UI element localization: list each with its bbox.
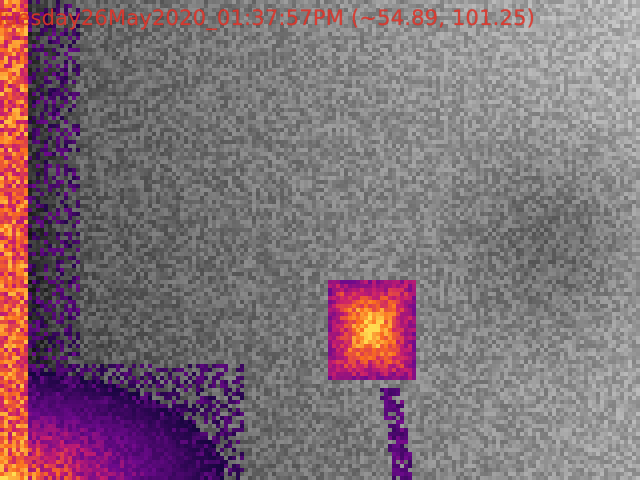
timestamp-overlay: Tuesday26May2020_01:37:57PM (~54.89, 101… — [0, 6, 536, 30]
